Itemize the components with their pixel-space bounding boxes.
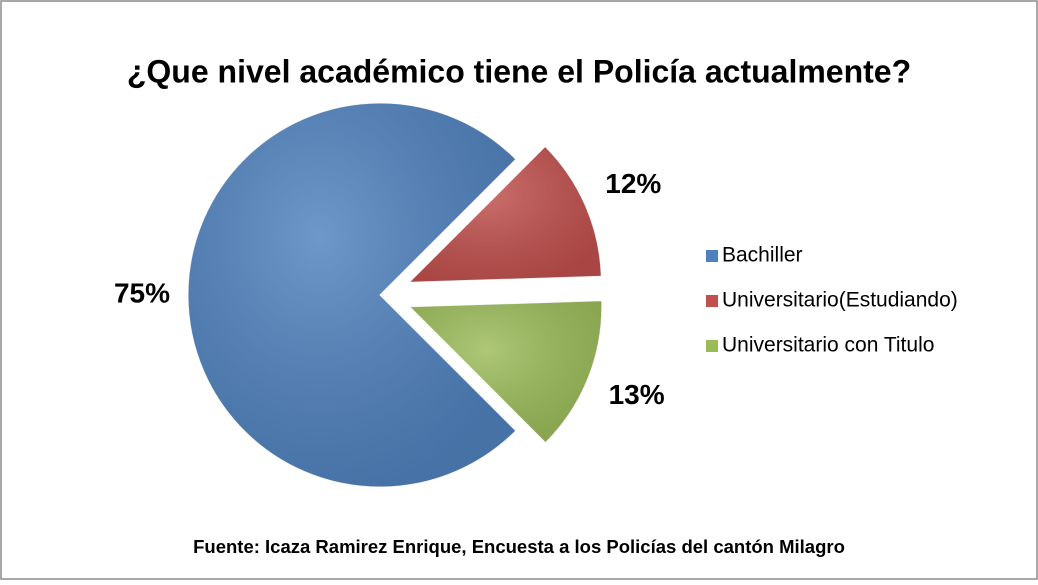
- slice-shade: [188, 103, 516, 487]
- legend-label: Bachiller: [722, 244, 803, 267]
- legend-label: Universitario con Titulo: [722, 334, 934, 357]
- legend-swatch: [706, 340, 718, 352]
- slice-shade: [409, 300, 602, 443]
- slice-shade: [409, 146, 602, 283]
- legend-label: Universitario(Estudiando): [722, 289, 958, 312]
- data-label: 12%: [605, 168, 661, 199]
- source-note: Fuente: Icaza Ramirez Enrique, Encuesta …: [193, 536, 845, 557]
- chart-title: ¿Que nivel académico tiene el Policía ac…: [127, 53, 911, 89]
- legend-swatch: [706, 295, 718, 307]
- data-label: 75%: [114, 277, 170, 308]
- data-label: 13%: [609, 379, 665, 410]
- legend-swatch: [706, 250, 718, 262]
